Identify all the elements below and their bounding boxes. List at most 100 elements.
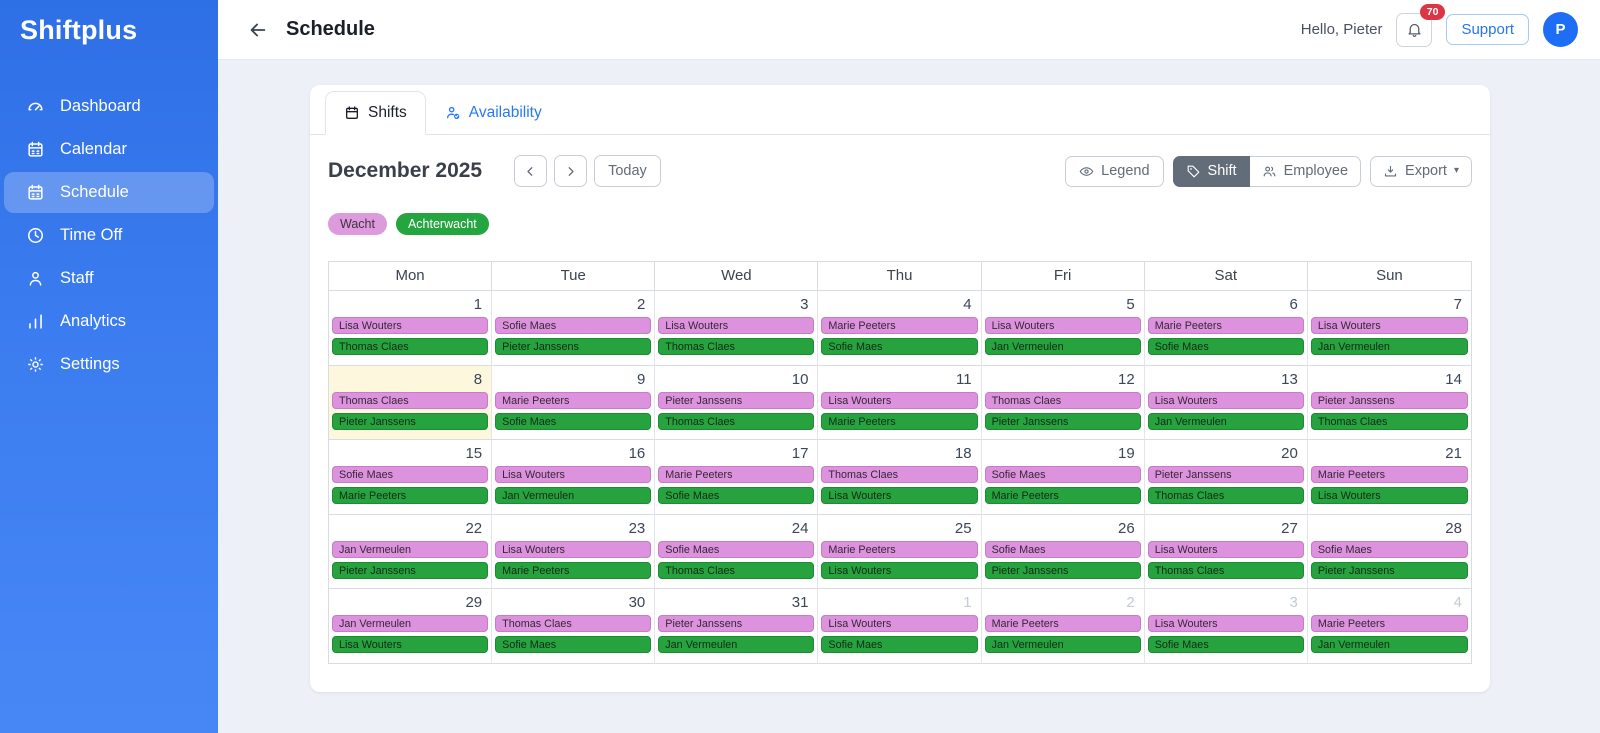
shift-chip-achterwacht[interactable]: Thomas Claes [658,561,815,579]
shift-chip-wacht[interactable]: Thomas Claes [821,466,978,483]
shift-chip-achterwacht[interactable]: Sofie Maes [1147,636,1304,653]
sidebar-item-settings[interactable]: Settings [4,344,214,385]
shift-chip-achterwacht[interactable]: Pieter Janssens [332,412,489,430]
calendar-day-cell[interactable]: 2 Marie Peeters Jan Vermeulen [981,589,1145,664]
legend-button[interactable]: Legend [1065,155,1164,187]
calendar-day-cell[interactable]: 16 Lisa Wouters Jan Vermeulen [492,440,656,515]
shift-chip-achterwacht[interactable]: Sofie Maes [1147,338,1304,355]
shift-chip-achterwacht[interactable]: Lisa Wouters [1310,487,1468,504]
calendar-day-cell[interactable]: 6 Marie Peeters Sofie Maes [1144,291,1308,366]
next-month-button[interactable] [554,155,588,187]
back-arrow-icon[interactable] [244,16,272,44]
export-button[interactable]: Export ▾ [1370,155,1472,187]
shift-chip-wacht[interactable]: Lisa Wouters [332,317,489,334]
calendar-day-cell[interactable]: 13 Lisa Wouters Jan Vermeulen [1144,365,1308,440]
calendar-day-cell[interactable]: 19 Sofie Maes Marie Peeters [981,440,1145,515]
calendar-day-cell[interactable]: 27 Lisa Wouters Thomas Claes [1144,514,1308,589]
calendar-day-cell[interactable]: 29 Jan Vermeulen Lisa Wouters [329,589,493,664]
shift-chip-wacht[interactable]: Thomas Claes [332,391,489,409]
shift-chip-wacht[interactable]: Sofie Maes [1310,540,1468,558]
shift-chip-achterwacht[interactable]: Marie Peeters [984,487,1141,504]
sidebar-item-schedule[interactable]: Schedule [4,172,214,213]
shift-chip-achterwacht[interactable]: Pieter Janssens [1310,561,1468,579]
shift-chip-wacht[interactable]: Sofie Maes [984,540,1141,558]
calendar-day-cell[interactable]: 31 Pieter Janssens Jan Vermeulen [655,589,819,664]
shift-chip-wacht[interactable]: Marie Peeters [984,615,1141,632]
shift-chip-achterwacht[interactable]: Sofie Maes [821,338,978,355]
shift-chip-wacht[interactable]: Pieter Janssens [1310,391,1468,409]
today-button[interactable]: Today [594,155,661,187]
shift-chip-wacht[interactable]: Thomas Claes [984,391,1141,409]
shift-chip-achterwacht[interactable]: Thomas Claes [1147,487,1304,504]
shift-chip-wacht[interactable]: Sofie Maes [495,317,652,334]
shift-chip-achterwacht[interactable]: Jan Vermeulen [1310,636,1468,653]
notifications-button[interactable] [1396,12,1433,47]
prev-month-button[interactable] [514,155,548,187]
calendar-day-cell[interactable]: 10 Pieter Janssens Thomas Claes [655,365,819,440]
shift-chip-achterwacht[interactable]: Marie Peeters [332,487,489,504]
shift-chip-achterwacht[interactable]: Jan Vermeulen [1310,338,1468,355]
shift-chip-wacht[interactable]: Pieter Janssens [658,615,815,632]
calendar-day-cell[interactable]: 11 Lisa Wouters Marie Peeters [818,365,982,440]
employee-view-button[interactable]: Employee [1249,155,1362,187]
calendar-day-cell[interactable]: 21 Marie Peeters Lisa Wouters [1307,440,1471,515]
calendar-day-cell[interactable]: 24 Sofie Maes Thomas Claes [655,514,819,589]
shift-chip-achterwacht[interactable]: Thomas Claes [332,338,489,355]
calendar-day-cell[interactable]: 2 Sofie Maes Pieter Janssens [492,291,656,366]
shift-chip-achterwacht[interactable]: Pieter Janssens [495,338,652,355]
shift-chip-wacht[interactable]: Lisa Wouters [1147,391,1304,409]
shift-chip-achterwacht[interactable]: Pieter Janssens [984,561,1141,579]
shift-chip-wacht[interactable]: Marie Peeters [495,391,652,409]
calendar-day-cell[interactable]: 5 Lisa Wouters Jan Vermeulen [981,291,1145,366]
shift-chip-wacht[interactable]: Lisa Wouters [821,615,978,632]
shift-chip-achterwacht[interactable]: Lisa Wouters [821,561,978,579]
shift-chip-achterwacht[interactable]: Thomas Claes [658,338,815,355]
calendar-day-cell[interactable]: 30 Thomas Claes Sofie Maes [492,589,656,664]
shift-chip-wacht[interactable]: Sofie Maes [332,466,489,483]
calendar-day-cell[interactable]: 17 Marie Peeters Sofie Maes [655,440,819,515]
calendar-day-cell[interactable]: 15 Sofie Maes Marie Peeters [329,440,493,515]
tab-availability[interactable]: Availability [426,91,561,135]
shift-chip-achterwacht[interactable]: Lisa Wouters [821,487,978,504]
shift-chip-wacht[interactable]: Marie Peeters [658,466,815,483]
sidebar-item-dashboard[interactable]: Dashboard [4,86,214,127]
shift-chip-wacht[interactable]: Lisa Wouters [821,391,978,409]
sidebar-item-staff[interactable]: Staff [4,258,214,299]
shift-chip-wacht[interactable]: Jan Vermeulen [332,540,489,558]
shift-chip-wacht[interactable]: Sofie Maes [984,466,1141,483]
calendar-day-cell[interactable]: 12 Thomas Claes Pieter Janssens [981,365,1145,440]
shift-chip-wacht[interactable]: Marie Peeters [1147,317,1304,334]
calendar-day-cell[interactable]: 3 Lisa Wouters Sofie Maes [1144,589,1308,664]
shift-chip-achterwacht[interactable]: Sofie Maes [495,412,652,430]
calendar-day-cell[interactable]: 20 Pieter Janssens Thomas Claes [1144,440,1308,515]
shift-chip-achterwacht[interactable]: Sofie Maes [821,636,978,653]
shift-chip-achterwacht[interactable]: Jan Vermeulen [1147,412,1304,430]
shift-chip-wacht[interactable]: Jan Vermeulen [332,615,489,632]
shift-chip-achterwacht[interactable]: Pieter Janssens [984,412,1141,430]
calendar-day-cell[interactable]: 28 Sofie Maes Pieter Janssens [1307,514,1471,589]
calendar-day-cell[interactable]: 14 Pieter Janssens Thomas Claes [1307,365,1471,440]
calendar-day-cell[interactable]: 4 Marie Peeters Jan Vermeulen [1307,589,1471,664]
shift-chip-achterwacht[interactable]: Jan Vermeulen [495,487,652,504]
calendar-day-cell[interactable]: 25 Marie Peeters Lisa Wouters [818,514,982,589]
calendar-day-cell[interactable]: 7 Lisa Wouters Jan Vermeulen [1307,291,1471,366]
calendar-day-cell[interactable]: 22 Jan Vermeulen Pieter Janssens [329,514,493,589]
shift-view-button[interactable]: Shift [1172,155,1250,187]
shift-chip-achterwacht[interactable]: Jan Vermeulen [984,636,1141,653]
calendar-day-cell[interactable]: 1 Lisa Wouters Thomas Claes [329,291,493,366]
shift-chip-achterwacht[interactable]: Sofie Maes [658,487,815,504]
shift-chip-wacht[interactable]: Marie Peeters [1310,466,1468,483]
calendar-day-cell[interactable]: 3 Lisa Wouters Thomas Claes [655,291,819,366]
shift-chip-achterwacht[interactable]: Marie Peeters [821,412,978,430]
calendar-day-cell[interactable]: 8 Thomas Claes Pieter Janssens [329,365,493,440]
shift-chip-wacht[interactable]: Thomas Claes [495,615,652,632]
shift-chip-achterwacht[interactable]: Pieter Janssens [332,561,489,579]
shift-chip-wacht[interactable]: Pieter Janssens [658,391,815,409]
calendar-day-cell[interactable]: 9 Marie Peeters Sofie Maes [492,365,656,440]
shift-chip-wacht[interactable]: Marie Peeters [821,317,978,334]
calendar-day-cell[interactable]: 23 Lisa Wouters Marie Peeters [492,514,656,589]
sidebar-item-analytics[interactable]: Analytics [4,301,214,342]
calendar-day-cell[interactable]: 1 Lisa Wouters Sofie Maes [818,589,982,664]
shift-chip-achterwacht[interactable]: Thomas Claes [658,412,815,430]
shift-chip-wacht[interactable]: Marie Peeters [1310,615,1468,632]
